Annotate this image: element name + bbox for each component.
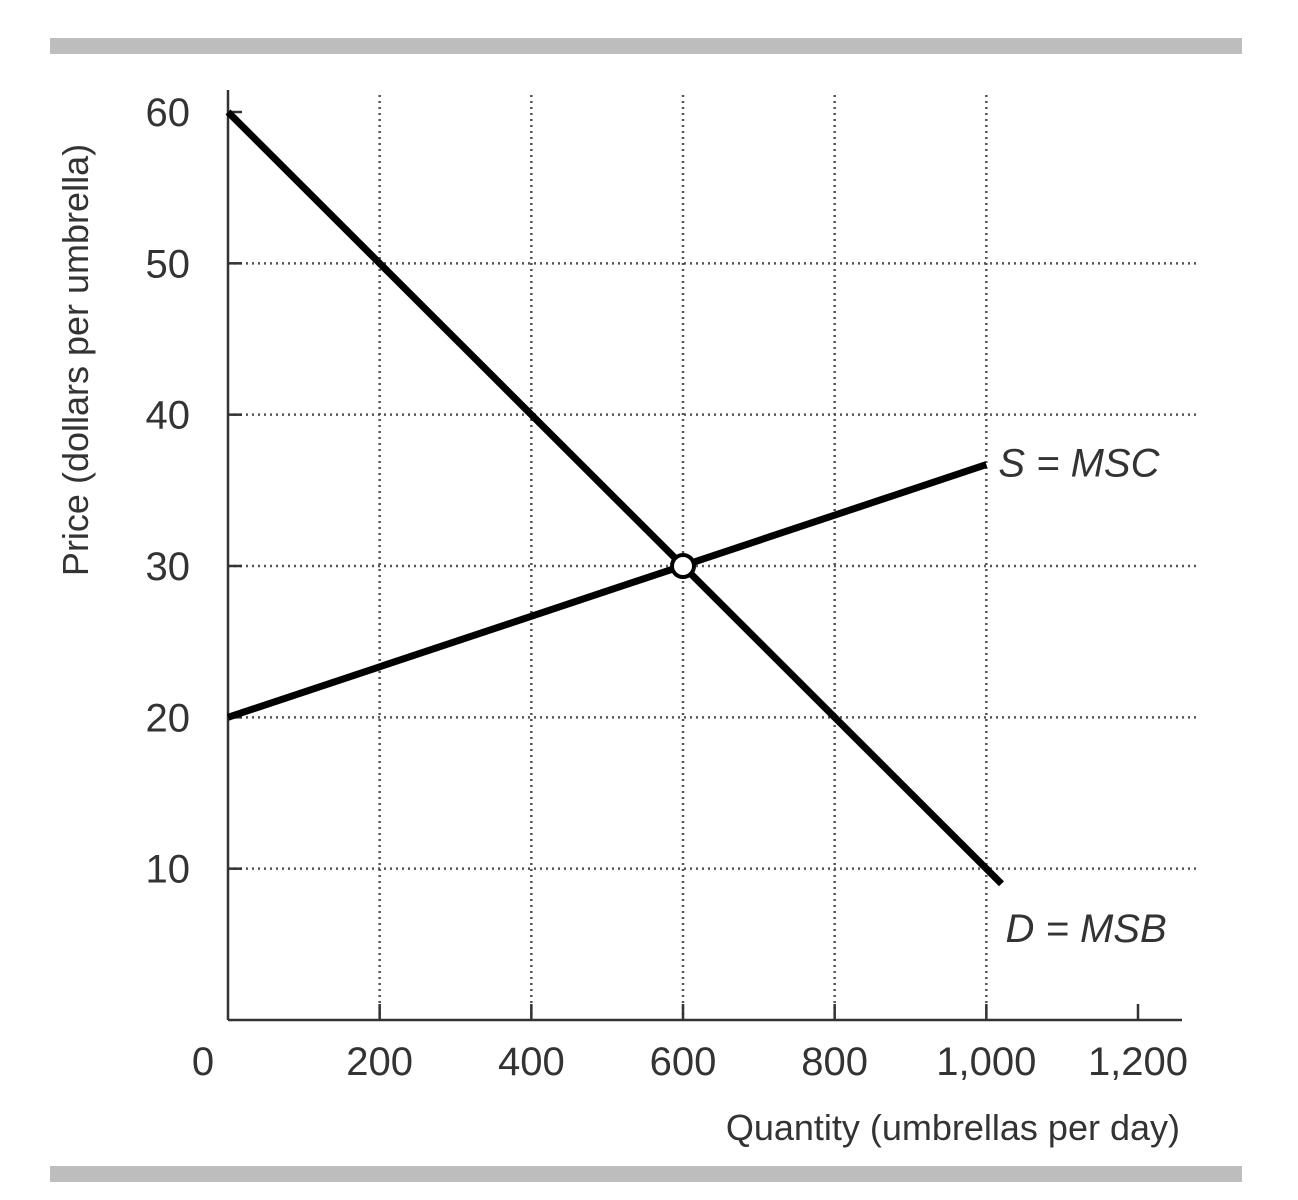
x-tick-label-400: 400 — [498, 1040, 565, 1084]
y-tick-label-40: 40 — [146, 394, 191, 438]
series-line-0 — [226, 461, 988, 721]
x-tick-label-200: 200 — [346, 1040, 413, 1084]
tick-labels: 0 200 400 600 800 1,000 1,200 10 20 30 40 50 60 — [146, 91, 1189, 1084]
x-axis-title: Quantity (umbrellas per day) — [726, 1107, 1180, 1148]
x-tick-label-800: 800 — [801, 1040, 868, 1084]
y-axis-title: Price (dollars per umbrella) — [55, 144, 96, 576]
y-tick-label-20: 20 — [146, 696, 191, 740]
y-tick-label-10: 10 — [146, 848, 191, 892]
x-tick-label-1200: 1,200 — [1088, 1040, 1188, 1084]
equilibrium-marker — [670, 553, 696, 579]
series-lines — [225, 109, 1004, 887]
y-tick-label-60: 60 — [146, 91, 191, 135]
series-label-1: D = MSB — [1006, 907, 1167, 951]
y-tick-label-30: 30 — [146, 545, 191, 589]
top-rule — [50, 38, 1242, 54]
series-line-1 — [225, 109, 1004, 887]
series-label-0: S = MSC — [998, 442, 1160, 486]
series-labels: S = MSC D = MSB — [998, 442, 1166, 951]
x-tick-label-1000: 1,000 — [936, 1040, 1036, 1084]
axes — [226, 90, 1182, 1022]
x-tick-label-0: 0 — [192, 1040, 214, 1084]
y-tick-label-50: 50 — [146, 242, 191, 286]
bottom-rule — [50, 1166, 1242, 1182]
equilibrium-point — [670, 553, 696, 579]
x-tick-label-600: 600 — [650, 1040, 717, 1084]
